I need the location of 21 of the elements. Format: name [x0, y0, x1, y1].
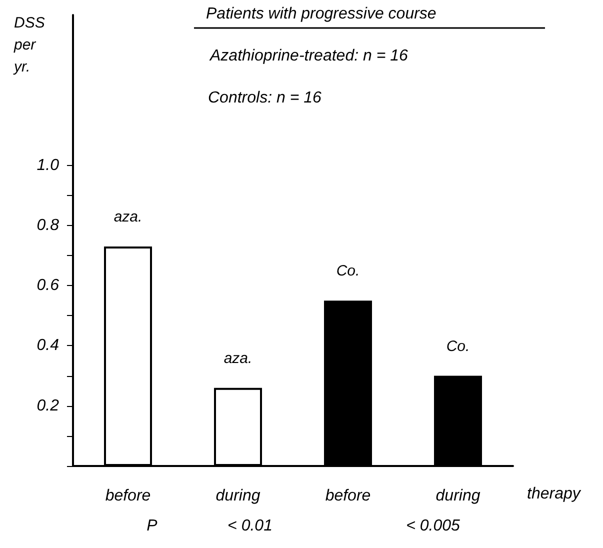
x-tick-label: during	[436, 488, 480, 504]
x-axis-title: therapy	[527, 486, 582, 502]
text: < 0.005	[406, 518, 460, 534]
data-label: aza.	[114, 208, 142, 226]
y-axis-title: DSS per yr.	[13, 14, 45, 76]
chart-title: Patients with progressive course	[206, 6, 436, 22]
data-label: aza.	[224, 350, 252, 367]
y-tick-label: 0.2	[36, 397, 60, 414]
y-tick-label: 1.0	[36, 156, 60, 174]
data-label: Co.	[336, 262, 360, 280]
data-label: Co.	[446, 338, 470, 355]
annotation: Azathioprine-treated: n = 16	[209, 48, 408, 64]
x-tick-label: before	[105, 488, 151, 504]
x-tick-label: before	[325, 488, 371, 504]
x-tick-label: during	[216, 488, 260, 504]
text: P	[146, 518, 158, 534]
y-tick-label: 0.4	[36, 337, 60, 354]
annotation: Controls: n = 16	[208, 90, 322, 106]
text: < 0.01	[228, 518, 272, 534]
y-tick-label: 0.8	[36, 216, 60, 234]
y-tick-label: 0.6	[36, 277, 60, 294]
